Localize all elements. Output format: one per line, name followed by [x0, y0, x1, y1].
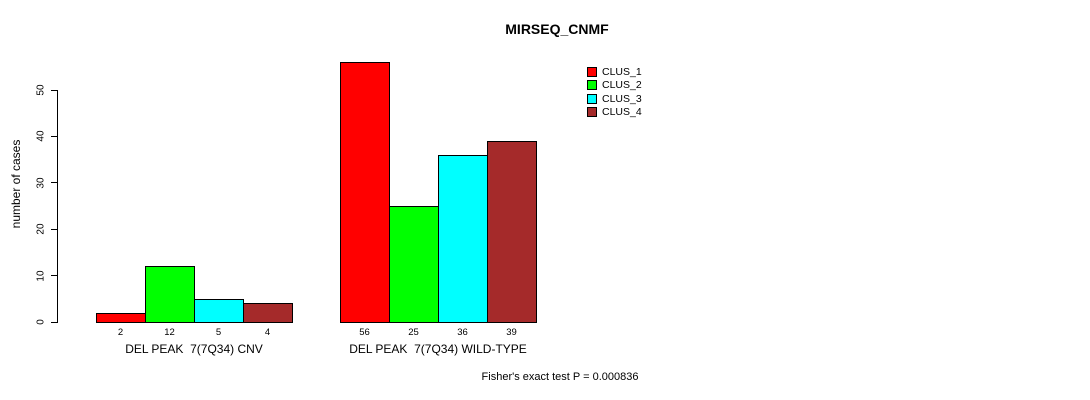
y-tick-mark [51, 89, 57, 91]
bar-value-label: 12 [164, 327, 175, 338]
bar-value-label: 36 [457, 327, 468, 338]
chart-title: MIRSEQ_CNMF [505, 21, 609, 37]
y-tick-label: 50 [35, 84, 47, 96]
legend-label: CLUS_2 [602, 79, 642, 91]
y-tick-mark [51, 182, 57, 184]
bar-value-label: 56 [359, 327, 370, 338]
y-tick-mark [51, 275, 57, 277]
y-axis-label: number of cases [9, 139, 23, 229]
y-tick-mark [51, 321, 57, 323]
y-tick-label: 0 [35, 319, 47, 325]
bar-value-label: 2 [117, 327, 124, 338]
bar-clus_4-group1 [243, 303, 293, 323]
bar-clus_2-group1 [145, 266, 195, 323]
y-axis-line [57, 90, 58, 323]
legend-label: CLUS_1 [602, 66, 642, 78]
legend-row: CLUS_3 [587, 93, 642, 105]
legend-swatch-clus_2 [587, 80, 597, 90]
y-tick-mark [51, 135, 57, 137]
legend-label: CLUS_3 [602, 93, 642, 105]
legend-swatch-clus_4 [587, 107, 597, 117]
group-label: DEL PEAK 7(7Q34) CNV [125, 342, 263, 356]
y-tick-label: 10 [35, 270, 47, 282]
y-tick-label: 20 [35, 223, 47, 235]
bar-clus_3-group2 [438, 155, 488, 323]
legend-row: CLUS_4 [587, 106, 642, 118]
bar-clus_1-group1 [96, 313, 146, 323]
bar-value-label: 5 [215, 327, 222, 338]
group-label: DEL PEAK 7(7Q34) WILD-TYPE [349, 342, 527, 356]
fisher-test-annotation: Fisher's exact test P = 0.000836 [481, 371, 639, 383]
bar-value-label: 25 [408, 327, 419, 338]
bar-value-label: 4 [264, 327, 271, 338]
y-tick-label: 40 [35, 130, 47, 142]
legend-swatch-clus_3 [587, 94, 597, 104]
bar-clus_1-group2 [340, 62, 390, 323]
bar-clus_3-group1 [194, 299, 244, 323]
y-tick-label: 30 [35, 177, 47, 189]
legend-row: CLUS_2 [587, 79, 642, 91]
legend: CLUS_1 CLUS_2 CLUS_3 CLUS_4 [587, 66, 687, 122]
legend-row: CLUS_1 [587, 66, 642, 78]
legend-swatch-clus_1 [587, 67, 597, 77]
legend-label: CLUS_4 [602, 106, 642, 118]
bar-value-label: 39 [506, 327, 517, 338]
y-tick-mark [51, 228, 57, 230]
bar-clus_2-group2 [389, 206, 439, 323]
bar-clus_4-group2 [487, 141, 537, 323]
